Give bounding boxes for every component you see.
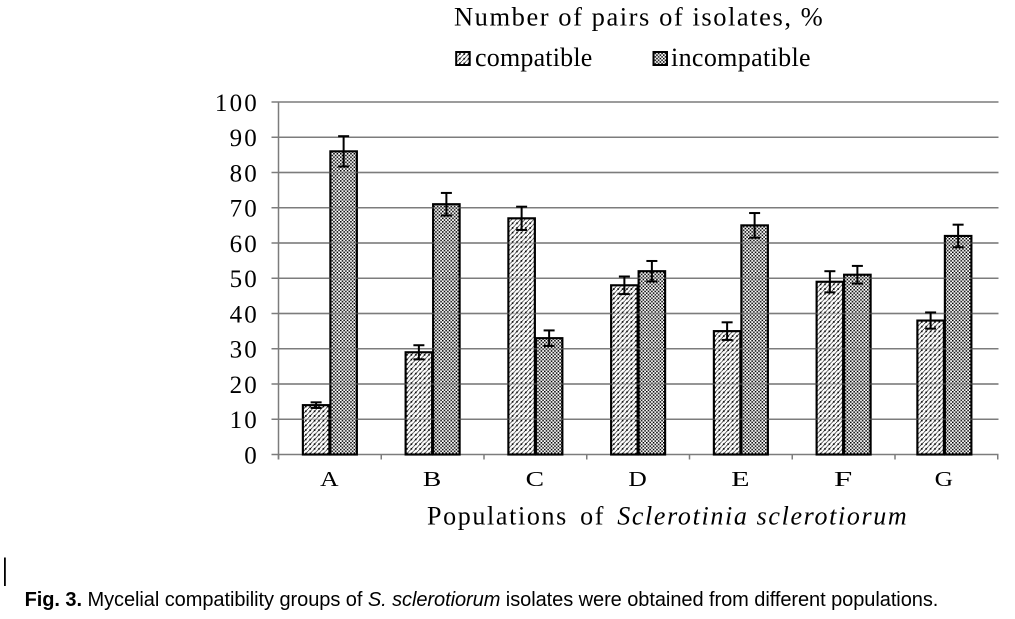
svg-text:50: 50 — [230, 266, 259, 293]
svg-text:D: D — [628, 467, 646, 491]
svg-text:20: 20 — [230, 372, 259, 399]
svg-text:0: 0 — [244, 442, 259, 469]
svg-text:80: 80 — [230, 160, 259, 187]
svg-text:100: 100 — [215, 90, 259, 117]
svg-text:G: G — [935, 467, 953, 491]
svg-text:Fig. 3. Mycelial compatibility: Fig. 3. Mycelial compatibility groups of… — [25, 589, 939, 611]
svg-text:70: 70 — [230, 196, 259, 223]
svg-text:B: B — [423, 467, 441, 491]
svg-text:Populations of Sclerotinia scl: Populations of Sclerotinia sclerotiorum — [427, 502, 908, 531]
svg-text:60: 60 — [230, 231, 259, 258]
svg-text:C: C — [526, 467, 544, 491]
svg-text:90: 90 — [230, 125, 259, 152]
svg-text:10: 10 — [230, 407, 259, 434]
svg-text:incompatible: incompatible — [671, 43, 811, 72]
svg-text:E: E — [731, 467, 749, 491]
svg-text:A: A — [320, 467, 339, 491]
svg-text:Number of pairs of isolates, %: Number of pairs of isolates, % — [454, 2, 824, 32]
svg-text:compatible: compatible — [475, 43, 593, 72]
svg-text:30: 30 — [230, 337, 259, 364]
svg-text:F: F — [834, 467, 852, 491]
svg-text:40: 40 — [230, 301, 259, 328]
